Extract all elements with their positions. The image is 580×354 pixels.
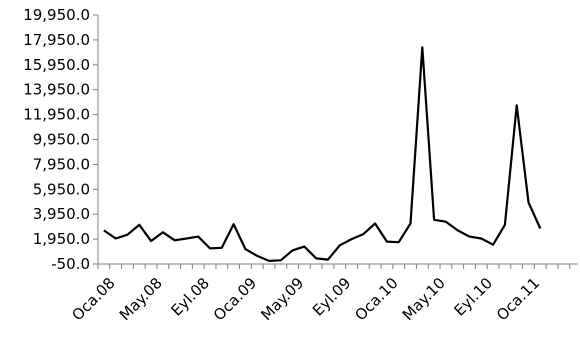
y-tick-label: 19,950.0 <box>23 6 90 24</box>
y-axis: 19,950.0 17,950.0 15,950.0 13,950.0 11,950.0… <box>23 6 99 273</box>
series-line <box>103 46 542 262</box>
y-tick-label: 3,950.0 <box>33 205 90 223</box>
x-tick-label: Oca.10 <box>351 274 401 324</box>
y-tick-label: 9,950.0 <box>33 131 90 149</box>
series-group <box>103 46 542 262</box>
x-tick-label: Oca.09 <box>210 274 260 324</box>
x-tick-label: May.10 <box>399 274 449 324</box>
y-tick-label: 11,950.0 <box>23 106 90 124</box>
x-tick-label: Eyl.10 <box>451 274 497 320</box>
y-tick-label: 1,950.0 <box>33 230 90 248</box>
y-tick-label: 17,950.0 <box>23 31 90 49</box>
x-tick-label: May.08 <box>116 274 166 324</box>
y-tick-label: 5,950.0 <box>33 180 90 198</box>
x-tick-label: Oca.11 <box>493 274 543 324</box>
y-tick-label: 13,950.0 <box>23 81 90 99</box>
y-tick-label: -50.0 <box>51 255 90 273</box>
y-tick-label: 7,950.0 <box>33 155 90 173</box>
y-tick-label: 15,950.0 <box>23 56 90 74</box>
x-tick-label: Eyl.09 <box>309 274 355 320</box>
x-tick-label: May.09 <box>257 274 307 324</box>
x-tick-label: Eyl.08 <box>167 274 213 320</box>
x-tick-label: Oca.08 <box>68 274 118 324</box>
